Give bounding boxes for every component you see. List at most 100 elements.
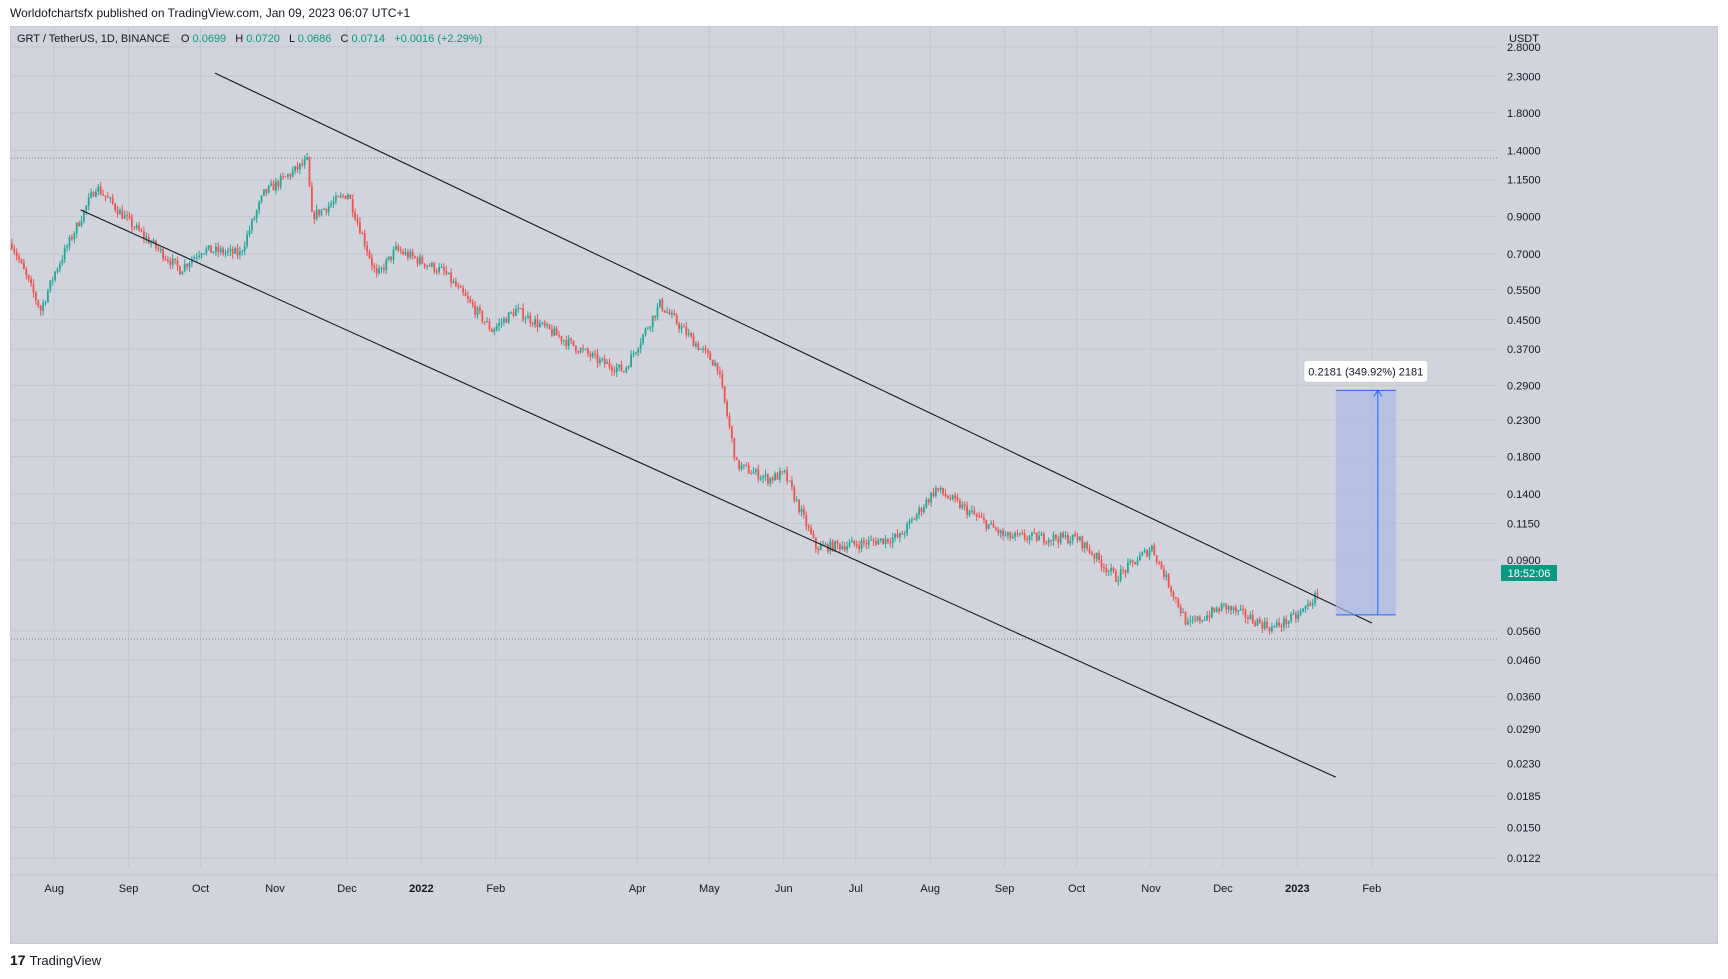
candle-body bbox=[668, 311, 671, 315]
candle-body bbox=[613, 371, 616, 373]
lower-channel-line bbox=[80, 209, 1337, 778]
candle-body bbox=[791, 480, 793, 488]
candle-body bbox=[327, 205, 330, 212]
candle-body bbox=[1163, 568, 1165, 577]
legend-h-value: 0.0720 bbox=[246, 33, 280, 45]
candle-body bbox=[123, 215, 126, 219]
time-tick-label: Jul bbox=[849, 883, 863, 895]
candle-body bbox=[1194, 619, 1196, 621]
candle-body bbox=[618, 364, 620, 368]
chart-frame[interactable]: 0.2181 (349.92%) 2181 2.8000 2.3000 1.8000… bbox=[10, 26, 1718, 944]
price-tick-label: 0.1400 bbox=[1507, 489, 1541, 501]
time-tick-label: Sep bbox=[119, 883, 139, 895]
candle-body bbox=[457, 286, 460, 288]
candle-body bbox=[282, 176, 284, 178]
candle-body bbox=[171, 258, 174, 266]
candle-body bbox=[380, 267, 383, 269]
price-tick-label: 0.0290 bbox=[1507, 724, 1541, 736]
candle-body bbox=[891, 537, 894, 544]
candle-body bbox=[983, 517, 985, 520]
candle-body bbox=[548, 324, 551, 330]
candle-body bbox=[1182, 612, 1184, 614]
candle-body bbox=[1316, 592, 1319, 595]
candle-body bbox=[1278, 622, 1280, 626]
candle-body bbox=[279, 176, 282, 187]
legend-change: +0.0016 (+2.29%) bbox=[394, 33, 482, 45]
candle-body bbox=[829, 541, 832, 552]
candle-body bbox=[438, 267, 440, 272]
candle-body bbox=[1146, 550, 1148, 557]
candle-body bbox=[27, 274, 30, 280]
candle-body bbox=[20, 259, 23, 263]
candle-body bbox=[762, 476, 764, 479]
legend-c-value: 0.0714 bbox=[352, 33, 386, 45]
candle-body bbox=[1043, 533, 1045, 543]
candle-body bbox=[203, 253, 205, 255]
candle-body bbox=[1026, 538, 1028, 540]
candle-body bbox=[651, 315, 654, 328]
candle-body bbox=[373, 265, 376, 269]
candle-body bbox=[927, 499, 930, 503]
candle-body bbox=[443, 267, 445, 271]
candle-body bbox=[1302, 608, 1304, 612]
candle-body bbox=[863, 540, 865, 543]
candle-body bbox=[205, 248, 208, 254]
candle-body bbox=[510, 312, 512, 314]
candle-body bbox=[191, 259, 193, 264]
price-chart[interactable]: 0.2181 (349.92%) 2181 2.8000 2.3000 1.8000… bbox=[11, 27, 1717, 943]
candle-body bbox=[179, 266, 181, 275]
candle-body bbox=[447, 272, 450, 275]
candle-body bbox=[92, 192, 95, 197]
candle-body bbox=[71, 237, 73, 240]
candle-body bbox=[1299, 611, 1302, 615]
candle-body bbox=[853, 540, 856, 545]
channel-lines bbox=[80, 72, 1373, 778]
candle-body bbox=[1110, 568, 1112, 572]
candle-body bbox=[421, 256, 424, 264]
candle-body bbox=[841, 546, 844, 550]
candle-body bbox=[150, 242, 152, 244]
measure-tool: 0.2181 (349.92%) 2181 bbox=[1303, 359, 1429, 616]
candle-body bbox=[356, 219, 359, 223]
candle-body bbox=[584, 349, 587, 351]
candle-body bbox=[649, 327, 652, 329]
candle-body bbox=[582, 348, 584, 350]
candle-body bbox=[176, 260, 179, 267]
candle-body bbox=[1256, 619, 1259, 626]
candle-body bbox=[272, 183, 275, 191]
candle-body bbox=[467, 296, 469, 299]
candle-body bbox=[229, 248, 232, 251]
candle-body bbox=[35, 292, 37, 301]
candle-body bbox=[531, 323, 534, 325]
candle-body bbox=[395, 245, 397, 250]
candle-body bbox=[1213, 607, 1216, 612]
candle-body bbox=[1040, 533, 1043, 536]
candle-body bbox=[1254, 622, 1256, 626]
candle-body bbox=[824, 544, 827, 546]
candle-body bbox=[738, 460, 740, 470]
candle-body bbox=[186, 264, 188, 267]
candle-body bbox=[330, 203, 332, 206]
candle-body bbox=[594, 353, 596, 355]
footer: 17 TradingView bbox=[10, 952, 101, 968]
candle-body bbox=[908, 520, 911, 524]
candle-body bbox=[1055, 534, 1057, 540]
candle-body bbox=[1119, 569, 1122, 581]
candle-body bbox=[1153, 545, 1156, 556]
candle-body bbox=[407, 251, 409, 258]
candle-body bbox=[752, 471, 755, 474]
candle-body bbox=[325, 208, 328, 212]
price-tick-label: 0.5500 bbox=[1507, 285, 1541, 297]
price-tick-label: 2.3000 bbox=[1507, 71, 1541, 83]
candle-body bbox=[30, 279, 32, 284]
candle-body bbox=[875, 541, 877, 545]
candle-body bbox=[445, 270, 448, 275]
candle-body bbox=[1273, 625, 1276, 627]
candle-body bbox=[942, 487, 944, 494]
candle-body bbox=[1107, 571, 1110, 573]
candle-body bbox=[121, 209, 124, 219]
candle-body bbox=[1220, 604, 1223, 612]
candle-body bbox=[1227, 606, 1230, 610]
price-tick-label: 0.2900 bbox=[1507, 380, 1541, 392]
candle-body bbox=[659, 299, 661, 307]
